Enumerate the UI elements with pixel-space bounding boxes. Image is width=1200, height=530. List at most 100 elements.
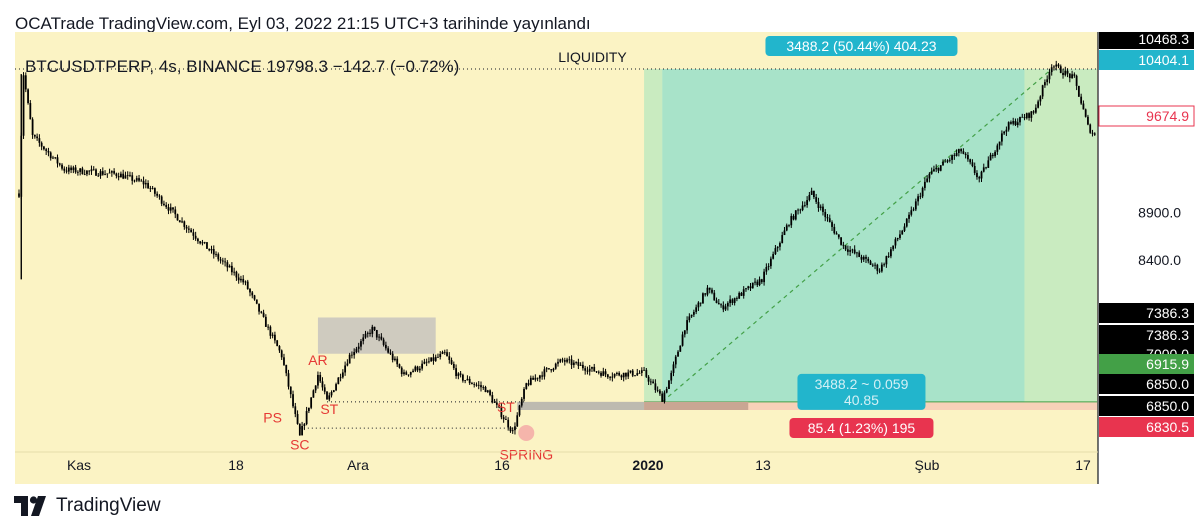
candle-body xyxy=(699,302,702,304)
candle-body xyxy=(421,363,424,369)
time-axis[interactable] xyxy=(15,452,1098,484)
candle-body xyxy=(158,195,161,197)
candle-body xyxy=(568,359,571,361)
candle-body xyxy=(228,265,231,268)
candle-body xyxy=(980,171,983,179)
candle-body xyxy=(192,232,195,236)
candle-body xyxy=(688,316,691,321)
long-position-profit-zone[interactable] xyxy=(662,69,1025,402)
candle-body xyxy=(382,339,385,345)
candle-body xyxy=(613,373,616,377)
candles xyxy=(18,60,1096,436)
candle-body xyxy=(235,271,238,278)
candle-body xyxy=(326,391,328,400)
candle-body xyxy=(335,384,337,391)
x-axis-tick: Şub xyxy=(915,457,940,473)
candle-body xyxy=(742,289,745,296)
x-axis-tick: Ara xyxy=(347,457,369,473)
candle-body xyxy=(262,312,265,317)
candle-body xyxy=(351,354,353,356)
candle-body xyxy=(532,377,534,380)
candle-body xyxy=(330,392,333,396)
candle-body xyxy=(552,368,555,371)
candle-body xyxy=(960,149,963,152)
candle-body xyxy=(434,356,437,361)
candle-body xyxy=(1050,67,1053,73)
candle-body xyxy=(1064,70,1067,76)
candle-body xyxy=(914,201,917,210)
candle-body xyxy=(400,367,403,375)
candle-body xyxy=(853,249,856,254)
wyckoff-label-sc: SC xyxy=(290,437,309,453)
candle-body xyxy=(271,334,274,336)
long-position-trend-line xyxy=(661,68,1053,403)
candle-body xyxy=(1057,64,1060,67)
chart-area[interactable]: LIQUIDITY PS SC AR ST ST SPRING 3488.2 (50.44%)… xyxy=(15,32,1195,484)
candle-body xyxy=(76,171,79,173)
candle-body xyxy=(63,168,66,171)
candle-body xyxy=(588,368,591,372)
stop-label-text: 85.4 (1.23%) 195 xyxy=(808,420,916,436)
candlestick-chart[interactable]: LIQUIDITY PS SC AR ST ST SPRING 3488.2 (50.44%)… xyxy=(15,32,1195,484)
candle-body xyxy=(65,170,68,172)
candle-body xyxy=(763,271,765,283)
candle-body xyxy=(224,261,226,263)
candle-body xyxy=(210,249,213,251)
candle-body xyxy=(849,250,852,252)
candle-body xyxy=(998,141,1001,146)
tradingview-logo-icon xyxy=(14,496,46,516)
candle-body xyxy=(747,286,750,289)
candle-body xyxy=(1016,122,1019,126)
candle-body xyxy=(842,244,845,246)
candle-body xyxy=(18,193,20,197)
candle-body xyxy=(176,214,179,221)
candle-body xyxy=(341,372,344,378)
candle-body xyxy=(638,372,641,374)
candle-body xyxy=(323,387,326,392)
candle-body xyxy=(500,407,503,418)
price-tag: 6915.9 xyxy=(1146,356,1189,372)
candle-body xyxy=(296,414,299,424)
wyckoff-label-ps: PS xyxy=(263,409,282,425)
candle-body xyxy=(683,330,686,335)
candle-body xyxy=(921,187,924,197)
candle-body xyxy=(142,180,145,185)
candle-body xyxy=(206,242,208,249)
candle-body xyxy=(226,262,229,268)
candle-body xyxy=(418,368,421,371)
candle-body xyxy=(702,293,704,304)
candle-body xyxy=(679,345,682,352)
candle-body xyxy=(183,221,186,227)
candle-body xyxy=(1089,124,1092,133)
candle-body xyxy=(285,364,288,374)
candle-body xyxy=(602,371,605,376)
candle-body xyxy=(90,169,93,172)
publish-line: OCATrade TradingView.com, Eyl 03, 2022 2… xyxy=(15,14,591,33)
candle-body xyxy=(550,369,553,371)
candle-body xyxy=(502,417,505,420)
candle-body xyxy=(1062,72,1064,76)
candle-body xyxy=(52,157,54,159)
candle-body xyxy=(923,181,926,188)
candle-body xyxy=(310,397,313,408)
candle-body xyxy=(230,265,233,273)
candle-body xyxy=(831,222,833,227)
candle-body xyxy=(414,366,417,371)
candle-body xyxy=(670,372,673,381)
candle-body xyxy=(905,218,908,227)
candle-body xyxy=(1030,111,1033,118)
candle-body xyxy=(892,245,895,250)
candle-body xyxy=(391,353,394,361)
candle-body xyxy=(83,173,86,175)
candle-body xyxy=(944,161,947,163)
price-tag: 9674.9 xyxy=(1146,108,1189,124)
candle-body xyxy=(369,332,371,334)
candle-body xyxy=(570,359,573,366)
candle-body xyxy=(160,196,163,204)
candle-body xyxy=(190,229,193,233)
candle-body xyxy=(609,377,611,378)
candle-body xyxy=(774,248,777,255)
candle-body xyxy=(1019,116,1021,123)
candle-body xyxy=(457,373,460,377)
candle-body xyxy=(713,292,716,301)
